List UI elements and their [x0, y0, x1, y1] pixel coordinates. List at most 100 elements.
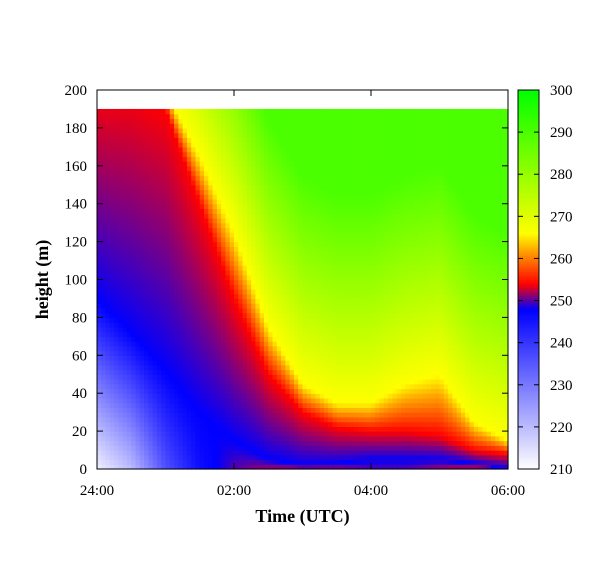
- heatmap-cell: [238, 388, 244, 394]
- heatmap-cell: [311, 293, 316, 300]
- heatmap-cell: [268, 464, 274, 470]
- heatmap-cell: [105, 142, 111, 148]
- heatmap-cell: [315, 383, 321, 390]
- heatmap-cell: [353, 407, 359, 413]
- heatmap-cell: [251, 260, 257, 266]
- heatmap-cell: [148, 341, 154, 347]
- heatmap-cell: [345, 236, 351, 243]
- heatmap-cell: [293, 293, 299, 300]
- heatmap-cell: [281, 146, 286, 153]
- heatmap-cell: [323, 284, 329, 290]
- heatmap-cell: [375, 336, 381, 342]
- heatmap-cell: [345, 421, 351, 427]
- heatmap-cell: [358, 260, 364, 266]
- heatmap-cell: [148, 369, 154, 375]
- heatmap-cell: [161, 364, 167, 371]
- heatmap-cell: [186, 232, 192, 238]
- heatmap-cell: [323, 137, 329, 143]
- heatmap-cell: [349, 284, 355, 290]
- heatmap-cell: [212, 331, 218, 337]
- heatmap-cell: [156, 435, 162, 442]
- heatmap-cell: [358, 374, 364, 380]
- heatmap-cell: [366, 265, 372, 271]
- heatmap-cell: [234, 388, 239, 394]
- heatmap-cell: [375, 317, 381, 323]
- heatmap-cell: [105, 241, 111, 247]
- heatmap-cell: [156, 241, 162, 247]
- heatmap-cell: [216, 293, 222, 300]
- heatmap-cell: [246, 345, 252, 352]
- heatmap-cell: [238, 331, 244, 337]
- heatmap-cell: [178, 208, 184, 214]
- heatmap-cell: [285, 312, 291, 318]
- heatmap-cell: [358, 350, 364, 356]
- heatmap-cell: [285, 293, 291, 300]
- heatmap-cell: [242, 156, 248, 162]
- heatmap-cell: [332, 194, 338, 200]
- heatmap-cell: [349, 412, 355, 418]
- heatmap-cell: [156, 132, 162, 138]
- heatmap-cell: [229, 378, 235, 385]
- heatmap-cell: [366, 189, 372, 195]
- heatmap-cell: [199, 364, 205, 371]
- heatmap-cell: [268, 341, 274, 347]
- heatmap-cell: [195, 421, 201, 427]
- heatmap-cell: [191, 151, 197, 157]
- heatmap-cell: [169, 331, 175, 337]
- heatmap-cell: [268, 260, 274, 266]
- heatmap-cell: [212, 431, 218, 437]
- heatmap-cell: [234, 369, 239, 375]
- heatmap-cell: [353, 123, 359, 129]
- heatmap-cell: [336, 198, 342, 205]
- heatmap-cell: [139, 350, 145, 356]
- heatmap-cell: [242, 426, 248, 432]
- heatmap-cell: [362, 431, 368, 437]
- heatmap-cell: [289, 213, 295, 219]
- heatmap-cell: [371, 270, 376, 276]
- heatmap-cell: [148, 222, 154, 228]
- heatmap-cell: [311, 180, 316, 186]
- heatmap-cell: [371, 170, 376, 176]
- heatmap-cell: [204, 402, 209, 409]
- heatmap-cell: [148, 364, 154, 371]
- heatmap-cell: [281, 236, 286, 243]
- heatmap-cell: [131, 421, 137, 427]
- heatmap-cell: [332, 118, 338, 124]
- heatmap-cell: [199, 383, 205, 390]
- heatmap-cell: [345, 326, 351, 333]
- heatmap-cell: [272, 184, 278, 191]
- heatmap-cell: [131, 435, 137, 442]
- heatmap-cell: [118, 317, 124, 323]
- heatmap-cell: [306, 274, 312, 281]
- heatmap-cell: [246, 397, 252, 404]
- heatmap-cell: [131, 369, 137, 375]
- heatmap-cell: [272, 208, 278, 214]
- heatmap-cell: [336, 236, 342, 243]
- heatmap-cell: [161, 246, 167, 252]
- heatmap-cell: [315, 265, 321, 271]
- heatmap-cell: [101, 123, 107, 129]
- heatmap-cell: [281, 416, 286, 423]
- heatmap-cell: [208, 378, 214, 385]
- heatmap-cell: [148, 421, 154, 427]
- heatmap-cell: [148, 184, 154, 191]
- heatmap-cell: [131, 322, 137, 328]
- heatmap-cell: [114, 293, 120, 300]
- heatmap-cell: [144, 345, 149, 352]
- heatmap-cell: [148, 246, 154, 252]
- heatmap-cell: [293, 454, 299, 461]
- heatmap-cell: [362, 331, 368, 337]
- heatmap-cell: [371, 180, 376, 186]
- heatmap-cell: [315, 364, 321, 371]
- heatmap-cell: [319, 137, 325, 143]
- heatmap-cell: [101, 445, 107, 451]
- heatmap-cell: [191, 236, 197, 243]
- heatmap-cell: [246, 378, 252, 385]
- heatmap-cell: [263, 213, 269, 219]
- heatmap-cell: [216, 108, 222, 115]
- heatmap-cell: [204, 175, 209, 181]
- heatmap-cell: [165, 198, 171, 205]
- heatmap-cell: [139, 450, 145, 456]
- heatmap-cell: [182, 232, 188, 238]
- heatmap-cell: [306, 407, 312, 413]
